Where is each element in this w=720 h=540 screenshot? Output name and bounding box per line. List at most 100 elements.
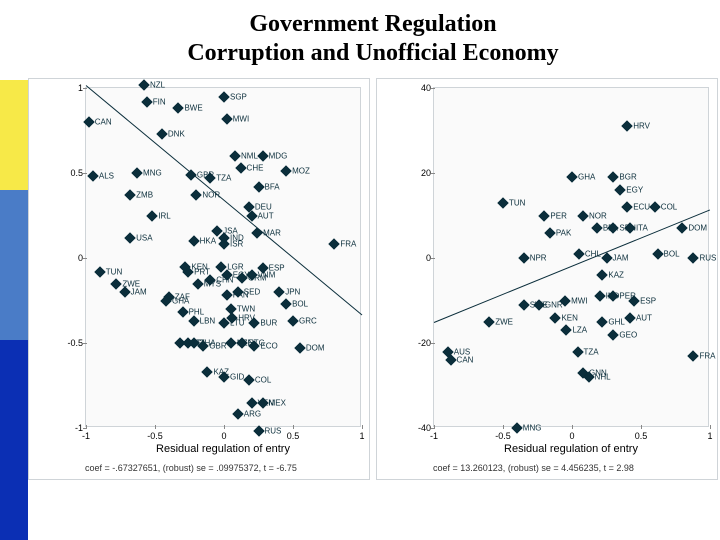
data-point (253, 426, 264, 437)
data-point (225, 337, 236, 348)
point-label: ECU (633, 203, 650, 212)
ytick: 0.5 (65, 168, 83, 178)
data-point (218, 239, 229, 250)
point-label: TZA (216, 174, 231, 183)
data-point (329, 239, 340, 250)
xtick: -1 (74, 431, 98, 441)
data-point (622, 201, 633, 212)
data-point (87, 171, 98, 182)
title-line1: Government Regulation (249, 11, 496, 37)
ytick: 0 (413, 253, 431, 263)
ytick: 1 (65, 83, 83, 93)
slide-title: Government Regulation Corruption and Uno… (28, 10, 718, 68)
point-label: PAN (233, 291, 249, 300)
xtick: -0.5 (143, 431, 167, 441)
data-point (518, 299, 529, 310)
data-point (124, 232, 135, 243)
point-label: TZA (584, 347, 599, 356)
point-label: JPN (285, 288, 300, 297)
right-caption: coef = 13.260123, (robust) se = 4.456235… (433, 463, 709, 473)
data-point (119, 286, 130, 297)
point-label: GRC (299, 316, 317, 325)
point-label: AUT (258, 211, 274, 220)
data-point (83, 116, 94, 127)
data-point (202, 366, 213, 377)
ytick: -0.5 (65, 338, 83, 348)
data-point (688, 350, 699, 361)
point-label: ZMB (136, 191, 153, 200)
point-label: KAZ (608, 271, 624, 280)
title-line2: Corruption and Unofficial Economy (187, 40, 558, 66)
data-point (191, 189, 202, 200)
data-point (280, 298, 291, 309)
ytick: 0 (65, 253, 83, 263)
point-label: ESP (640, 296, 656, 305)
point-label: NOR (202, 191, 220, 200)
point-label: BOL (292, 299, 308, 308)
point-label: JAM (131, 288, 147, 297)
point-label: PER (550, 211, 566, 220)
point-label: BOL (664, 249, 680, 258)
point-label: MWI (233, 114, 249, 123)
point-label: ISR (230, 240, 243, 249)
point-label: TUN (509, 198, 525, 207)
point-label: SGP (230, 92, 247, 101)
data-point (688, 252, 699, 263)
sidebar-stripe (0, 0, 28, 540)
data-point (615, 184, 626, 195)
point-label: NZL (150, 80, 165, 89)
point-label: JAM (613, 254, 629, 263)
point-label: BFA (265, 182, 280, 191)
point-label: FRA (340, 240, 356, 249)
data-point (577, 210, 588, 221)
point-label: GHA (172, 296, 189, 305)
point-label: DNK (168, 129, 185, 138)
data-point (484, 316, 495, 327)
data-point (156, 128, 167, 139)
point-label: NPR (530, 254, 547, 263)
point-label: ARG (244, 410, 261, 419)
data-point (111, 278, 122, 289)
data-point (608, 329, 619, 340)
right-xlabel: Residual regulation of entry (433, 443, 709, 455)
point-label: GBR (209, 342, 226, 351)
point-label: ZWE (495, 317, 513, 326)
data-point (652, 248, 663, 259)
data-point (561, 325, 572, 336)
point-label: EGY (626, 186, 643, 195)
point-label: LBN (200, 316, 216, 325)
xtick: 1 (350, 431, 374, 441)
point-label: LTU (230, 318, 245, 327)
point-label: MNG (143, 169, 162, 178)
data-point (572, 346, 583, 357)
data-point (539, 210, 550, 221)
data-point (573, 248, 584, 259)
data-point (173, 103, 184, 114)
point-label: BGR (619, 173, 636, 182)
data-point (243, 375, 254, 386)
data-point (497, 197, 508, 208)
data-point (253, 181, 264, 192)
point-label: GEO (619, 330, 637, 339)
point-label: IRL (158, 211, 170, 220)
fit-line (434, 209, 710, 323)
point-label: USA (136, 233, 152, 242)
data-point (566, 172, 577, 183)
data-point (131, 167, 142, 178)
left-plotarea: NZLFINCANSGPMWIBWEDNKALSMNGGBRTZANMLMDGC… (85, 87, 361, 427)
slide: Government Regulation Corruption and Uno… (0, 0, 720, 540)
charts-row: Residual corruption index NZLFINCANSGPMW… (28, 78, 718, 528)
data-point (280, 166, 291, 177)
data-point (518, 252, 529, 263)
point-label: KEN (561, 313, 577, 322)
right-chart: Residual employment in unofficial econom… (376, 78, 718, 480)
data-point (221, 290, 232, 301)
data-point (257, 150, 268, 161)
point-label: NHL (595, 373, 611, 382)
right-plotarea: HRVGHABGREGYTUNPERNORECUCOLPAKBFASENITAD… (433, 87, 709, 427)
point-label: AUT (636, 313, 652, 322)
point-label: MDG (269, 152, 288, 161)
point-label: COL (661, 203, 677, 212)
xtick: 0 (212, 431, 236, 441)
data-point (649, 201, 660, 212)
